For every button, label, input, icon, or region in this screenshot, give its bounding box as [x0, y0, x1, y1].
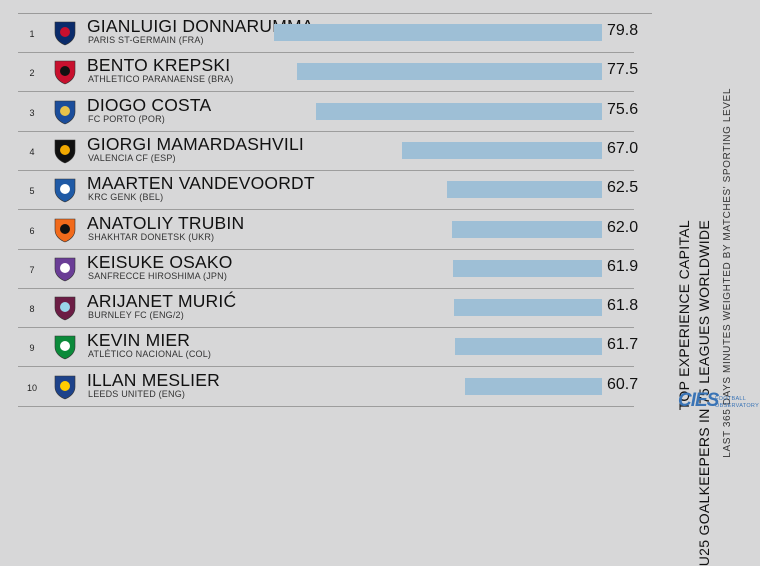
table-row: 6 ANATOLIY TRUBIN SHAKHTAR DONETSK (UKR) 62…: [18, 211, 652, 250]
value-bar: [316, 102, 602, 120]
valencia-crest-icon: [53, 138, 77, 164]
genk-crest-icon: [53, 177, 77, 203]
rank-number: 6: [29, 225, 35, 236]
athletico-crest-icon: [53, 59, 77, 85]
rank-number: 2: [29, 68, 35, 79]
sanfrecce-crest-icon: [53, 256, 77, 282]
player-name: KEISUKE OSAKO: [87, 251, 233, 272]
burnley-crest-icon: [53, 295, 77, 321]
top-divider: [18, 13, 652, 14]
value-label: 62.0: [607, 218, 639, 236]
porto-crest-icon: [53, 99, 77, 125]
logo-sub-observatory: OBSERVATORY: [715, 403, 760, 409]
value-label: 79.8: [607, 22, 639, 39]
player-name: GIORGI MAMARDASHVILI: [87, 133, 304, 154]
table-row: 2 BENTO KREPSKI ATHLETICO PARANAENSE (BRA)…: [18, 53, 652, 93]
row-divider: [18, 327, 634, 329]
player-name: GIANLUIGI DONNARUMMA: [87, 16, 314, 36]
rank-number: 5: [29, 186, 35, 197]
club-name: LEEDS UNITED (ENG): [88, 388, 186, 399]
rank-number: 4: [29, 146, 35, 157]
club-name: SANFRECCE HIROSHIMA (JPN): [88, 270, 228, 281]
row-divider: [18, 405, 634, 407]
row-divider: [18, 287, 634, 289]
rank-number: 10: [26, 382, 37, 393]
row-divider: [18, 366, 634, 368]
table-row: 3 DIOGO COSTA FC PORTO (POR) 75.6: [18, 93, 652, 132]
table-row: 4 GIORGI MAMARDASHVILI VALENCIA CF (ESP) 67…: [18, 132, 652, 171]
value-bar: [465, 377, 602, 395]
value-bar: [453, 259, 602, 277]
rank-number: 7: [29, 264, 35, 275]
player-name: MAARTEN VANDEVOORDT: [87, 173, 315, 194]
psg-crest-icon: [53, 20, 77, 46]
table-row: 7 KEISUKE OSAKO SANFRECCE HIROSHIMA (JPN) 6…: [18, 250, 652, 289]
shakhtar-crest-icon: [53, 217, 77, 243]
rank-number: 9: [29, 343, 35, 354]
value-label: 67.0: [607, 139, 639, 157]
club-name: PARIS ST-GERMAIN (FRA): [88, 35, 204, 45]
club-name: KRC GENK (BEL): [88, 192, 164, 203]
title-panel: TOP EXPERIENCE CAPITAL U25 GOALKEEPERS I…: [662, 0, 760, 566]
club-name: SHAKHTAR DONETSK (UKR): [88, 231, 215, 242]
player-name: ANATOLIY TRUBIN: [87, 212, 245, 233]
table-row: 10 ILLAN MESLIER LEEDS UNITED (ENG) 60.7: [18, 368, 652, 407]
value-bar: [274, 24, 602, 41]
value-label: 61.8: [607, 297, 639, 315]
value-label: 77.5: [607, 61, 639, 79]
player-name: ARIJANET MURIĆ: [87, 291, 237, 312]
club-name: VALENCIA CF (ESP): [88, 152, 176, 163]
club-name: ATHLETICO PARANAENSE (BRA): [88, 74, 234, 85]
row-divider: [18, 52, 634, 53]
player-name: DIOGO COSTA: [87, 94, 212, 115]
value-label: 75.6: [607, 100, 639, 118]
table-row: 8 ARIJANET MURIĆ BURNLEY FC (ENG/2) 61.8: [18, 289, 652, 329]
table-row: 5 MAARTEN VANDEVOORDT KRC GENK (BEL) 62.5: [18, 171, 652, 211]
value-bar: [297, 63, 602, 81]
row-divider: [18, 169, 634, 171]
value-label: 62.5: [607, 179, 639, 197]
logo-text: CIES: [678, 390, 719, 411]
player-name: BENTO KREPSKI: [87, 55, 231, 76]
value-bar: [455, 338, 602, 356]
value-bar: [452, 220, 602, 238]
cies-logo: CIES FOOTBALL OBSERVATORY: [678, 388, 760, 414]
chart-title: TOP EXPERIENCE CAPITAL: [676, 220, 692, 411]
rank-number: 1: [29, 29, 35, 39]
rank-number: 3: [29, 107, 35, 118]
nacional-crest-icon: [53, 334, 77, 360]
logo-sub-football: FOOTBALL: [715, 396, 747, 402]
rank-number: 8: [29, 304, 35, 315]
club-name: FC PORTO (POR): [88, 113, 165, 124]
value-bar: [447, 181, 602, 199]
row-divider: [18, 209, 634, 211]
value-bar: [454, 299, 602, 317]
club-name: BURNLEY FC (ENG/2): [88, 310, 184, 321]
vertical-title-block: TOP EXPERIENCE CAPITAL U25 GOALKEEPERS I…: [662, 0, 760, 566]
value-label: 60.7: [607, 375, 639, 393]
value-bar: [402, 141, 602, 159]
table-row: 1 GIANLUIGI DONNARUMMA PARIS ST-GERMAIN (F…: [18, 14, 652, 53]
value-label: 61.9: [607, 257, 639, 275]
table-row: 9 KEVIN MIER ATLÉTICO NACIONAL (COL) 61.7: [18, 328, 652, 368]
row-divider: [18, 130, 634, 132]
leeds-crest-icon: [53, 374, 77, 400]
player-name: ILLAN MESLIER: [87, 369, 220, 390]
value-label: 61.7: [607, 336, 639, 354]
row-divider: [18, 248, 634, 250]
player-name: KEVIN MIER: [87, 330, 191, 351]
row-divider: [18, 91, 634, 93]
club-name: ATLÉTICO NACIONAL (COL): [88, 349, 212, 360]
